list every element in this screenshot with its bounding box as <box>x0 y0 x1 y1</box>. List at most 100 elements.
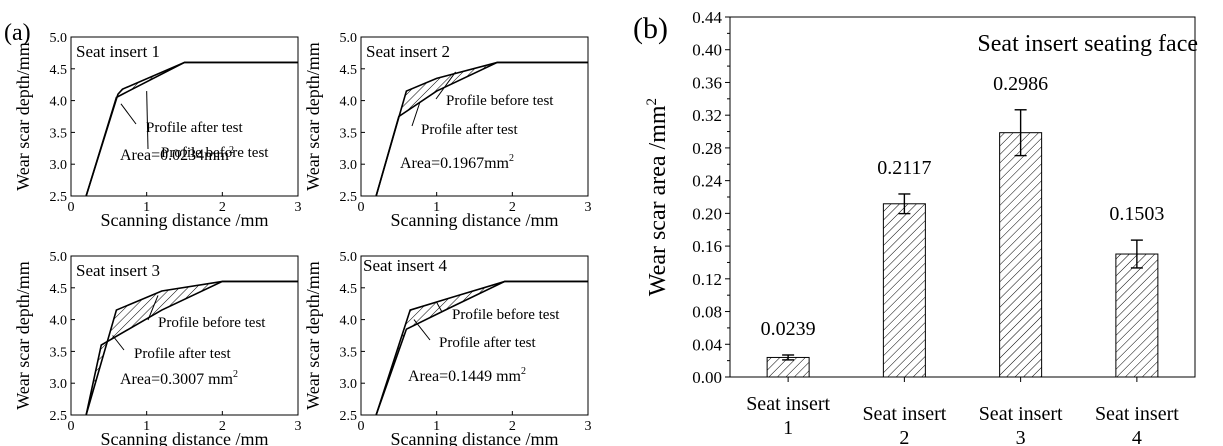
y-tick-label: 2.5 <box>50 190 68 205</box>
area-unit-superscript: 2 <box>509 153 514 164</box>
plot-frame <box>70 255 299 416</box>
x-tick-label: 2 <box>219 200 226 215</box>
x-tick-label: 2 <box>509 200 516 215</box>
bar-value-label: 0.2986 <box>993 73 1048 95</box>
y-tick-label: 4.0 <box>340 314 358 329</box>
y-tick-label: 0.36 <box>692 73 722 92</box>
profile-before-label: Profile before test <box>446 93 554 109</box>
y-axis-label: Wear scar depth/mm <box>13 42 33 191</box>
area-unit-superscript: 2 <box>521 366 526 377</box>
profile-plot-a3: 2.5 3.0 3.5 4.0 4.5 5.0 0 1 2 3 Scanning distance … <box>13 250 302 446</box>
profile-plot-a1: 2.5 3.0 3.5 4.0 4.5 5.0 0 1 2 3 Scanning distance … <box>13 31 302 230</box>
callout-before-arrow <box>435 71 456 100</box>
area-value: Area=0.1449 mm <box>408 368 522 385</box>
x-axis-label: Scanning distance /mm <box>101 210 269 230</box>
profile-before-label: Profile before test <box>452 307 560 323</box>
x-tick-label: 1 <box>143 419 150 434</box>
x-axis-label: Scanning distance /mm <box>391 210 559 230</box>
profile-after-label: Profile after test <box>146 120 243 136</box>
profile-after-line <box>375 280 588 416</box>
x-tick-label: 0 <box>68 200 75 215</box>
bar-value-label: 0.1503 <box>1109 203 1164 225</box>
wear-area <box>86 281 298 415</box>
x-tick-label: 2 <box>509 419 516 434</box>
y-tick-label: 0.16 <box>692 237 722 256</box>
area-label: Area=0.0234mm2 <box>120 145 234 164</box>
y-axis-label: Wear scar depth/mm <box>303 261 323 410</box>
profile-after-label: Profile after test <box>439 335 536 351</box>
y-axis-label-text: Wear scar area /mm <box>645 105 671 296</box>
y-tick-label: 0.20 <box>692 204 722 223</box>
y-tick-label: 0.40 <box>692 41 722 60</box>
x-tick-label: 3 <box>295 200 302 215</box>
x-tick-label: 0 <box>358 419 365 434</box>
callout-after-arrow <box>112 335 125 351</box>
y-tick-label: 0.00 <box>692 368 722 387</box>
x-tick-label: 1 <box>143 200 150 215</box>
callout-after-arrow <box>411 101 421 127</box>
y-tick-label: 4.5 <box>50 282 68 297</box>
y-tick-label: 2.5 <box>340 190 358 205</box>
y-tick-label: 3.5 <box>50 126 68 141</box>
y-tick-label: 0.28 <box>692 139 722 158</box>
y-tick-label: 0.44 <box>692 8 722 27</box>
panel-a-label: (a) <box>4 20 31 46</box>
area-unit-superscript: 2 <box>229 145 234 156</box>
plot-title: Seat insert 1 <box>76 42 160 61</box>
x-tick-label: 1 <box>433 200 440 215</box>
y-tick-label: 0.32 <box>692 106 722 125</box>
x-tick-label: 3 <box>585 200 592 215</box>
y-tick-label: 4.0 <box>50 95 68 110</box>
wear-area-bar-chart: 0.00 0.04 0.08 0.12 0.16 0.20 0.24 0.28 0.32 0.36… <box>644 8 1198 446</box>
callout-before-arrow <box>436 302 443 313</box>
plot-title: Seat insert 2 <box>366 42 450 61</box>
panel-b-label: (b) <box>633 12 668 45</box>
plot-frame <box>360 36 589 197</box>
bar-value-label: 0.0239 <box>761 318 816 340</box>
x-category-label: Seat insert <box>979 403 1063 425</box>
wear-area <box>376 281 588 415</box>
profile-plot-a2: 2.5 3.0 3.5 4.0 4.5 5.0 0 1 2 3 Scanning distance … <box>303 31 592 230</box>
profile-after-line <box>375 61 588 197</box>
callout-after-arrow <box>120 103 137 125</box>
callout-before-arrow <box>146 91 149 150</box>
x-category-number: 3 <box>1016 427 1026 446</box>
y-axis-label: Wear scar area /mm2 <box>644 98 671 296</box>
profile-before-label: Profile before test <box>161 145 269 161</box>
y-tick-label: 0.24 <box>692 172 722 191</box>
bar-3 <box>999 132 1043 378</box>
x-category-label: Seat insert <box>1095 403 1179 425</box>
area-label: Area=0.3007 mm2 <box>120 369 238 388</box>
plot-title: Seat insert 3 <box>76 261 160 280</box>
plot-frame <box>70 36 299 197</box>
x-category-number: 2 <box>899 427 909 446</box>
y-axis-label: Wear scar depth/mm <box>303 42 323 191</box>
y-tick-label: 5.0 <box>50 250 68 265</box>
bar-4 <box>1115 253 1159 378</box>
y-tick-label: 0.12 <box>692 270 722 289</box>
y-tick-label: 4.5 <box>50 63 68 78</box>
bar-value-label: 0.2117 <box>877 157 931 179</box>
area-value: Area=0.0234mm <box>120 147 230 164</box>
callout-before-arrow <box>147 295 159 321</box>
x-tick-label: 1 <box>433 419 440 434</box>
y-tick-label: 4.5 <box>340 63 358 78</box>
plot-frame <box>360 255 589 416</box>
y-tick-label: 0.04 <box>692 335 722 354</box>
y-tick-label: 3.0 <box>340 377 358 392</box>
x-category-number: 4 <box>1132 427 1142 446</box>
y-tick-label: 0.08 <box>692 303 722 322</box>
area-label: Area=0.1967mm2 <box>400 153 514 172</box>
profile-after-line <box>85 61 298 197</box>
y-tick-label: 4.0 <box>50 314 68 329</box>
y-axis-label: Wear scar depth/mm <box>13 261 33 410</box>
y-tick-label: 3.5 <box>340 345 358 360</box>
y-tick-label: 5.0 <box>340 250 358 265</box>
x-category-label: Seat insert <box>746 393 830 415</box>
callout-after-arrow <box>413 319 431 341</box>
profile-after-label: Profile after test <box>421 122 518 138</box>
y-tick-label: 3.5 <box>340 126 358 141</box>
y-tick-label: 4.0 <box>340 95 358 110</box>
y-tick-label: 4.5 <box>340 282 358 297</box>
